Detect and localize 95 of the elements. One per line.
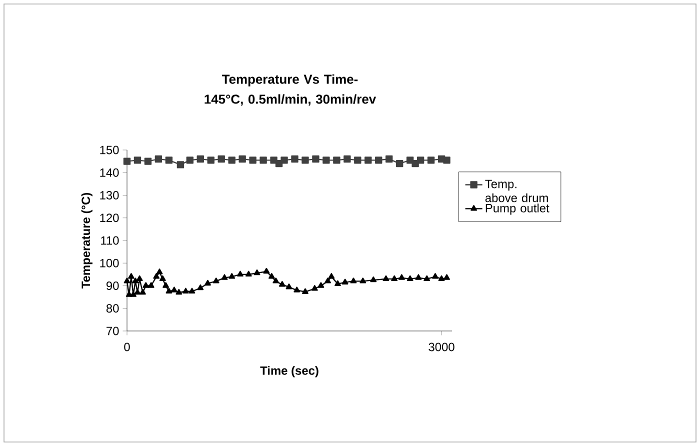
point bbox=[382, 275, 390, 282]
point bbox=[132, 278, 139, 284]
point bbox=[156, 268, 163, 274]
point bbox=[186, 156, 194, 164]
point bbox=[302, 288, 308, 294]
y-tick-label: 80 bbox=[106, 304, 119, 313]
point bbox=[159, 275, 166, 282]
point bbox=[166, 288, 172, 294]
point bbox=[364, 156, 372, 164]
point bbox=[154, 155, 162, 163]
point bbox=[207, 156, 214, 164]
point bbox=[237, 270, 244, 277]
point bbox=[344, 155, 351, 163]
y-tick-label: 150 bbox=[100, 146, 119, 154]
point bbox=[263, 268, 270, 274]
point bbox=[350, 278, 357, 284]
point bbox=[162, 282, 169, 288]
y-tick-label: 120 bbox=[100, 214, 119, 222]
chart-title: Temperature Vs Time- 145°C, 0.5ml/min, 30min/rev bbox=[204, 74, 376, 106]
point bbox=[140, 288, 146, 295]
x-axis-title: Time (sec) bbox=[260, 366, 318, 378]
y-tick-label: 140 bbox=[100, 168, 119, 177]
point bbox=[375, 156, 382, 164]
point bbox=[228, 156, 236, 164]
point bbox=[254, 269, 260, 276]
point bbox=[153, 273, 160, 279]
point bbox=[212, 278, 220, 284]
point bbox=[270, 156, 278, 164]
point bbox=[260, 156, 267, 164]
point bbox=[148, 282, 154, 288]
point bbox=[170, 286, 178, 292]
point bbox=[370, 276, 377, 282]
point bbox=[221, 274, 228, 280]
point bbox=[280, 156, 288, 164]
point bbox=[328, 273, 335, 279]
point bbox=[218, 155, 225, 163]
point bbox=[188, 288, 196, 294]
point bbox=[354, 156, 362, 164]
point bbox=[398, 274, 405, 280]
legend-label: Temp. above drum bbox=[485, 180, 548, 202]
point bbox=[334, 280, 341, 286]
point bbox=[128, 273, 134, 279]
point bbox=[318, 282, 324, 288]
point bbox=[424, 275, 430, 282]
point bbox=[291, 155, 298, 163]
point bbox=[197, 284, 204, 290]
point bbox=[406, 275, 414, 282]
point bbox=[286, 283, 292, 290]
point bbox=[176, 161, 184, 168]
point bbox=[268, 273, 275, 279]
point bbox=[396, 160, 404, 168]
point bbox=[249, 156, 256, 164]
y-tick-label: 110 bbox=[101, 236, 119, 245]
point bbox=[196, 155, 204, 163]
point bbox=[176, 288, 182, 295]
point bbox=[333, 156, 340, 164]
point bbox=[360, 278, 366, 284]
point bbox=[272, 278, 280, 284]
point bbox=[324, 278, 331, 284]
legend-label: Pump outlet bbox=[486, 204, 550, 215]
point bbox=[123, 158, 131, 165]
point bbox=[142, 282, 150, 288]
point bbox=[278, 281, 286, 287]
point bbox=[312, 155, 320, 163]
point bbox=[443, 156, 450, 164]
point bbox=[302, 156, 309, 164]
point bbox=[294, 286, 300, 292]
point bbox=[144, 158, 152, 165]
point bbox=[386, 155, 393, 163]
point bbox=[322, 156, 330, 164]
point bbox=[415, 274, 422, 280]
point bbox=[311, 285, 318, 291]
y-tick-label: 90 bbox=[106, 282, 119, 290]
point bbox=[238, 155, 246, 163]
point bbox=[204, 280, 211, 286]
y-tick-label: 100 bbox=[100, 258, 119, 268]
point bbox=[245, 270, 252, 277]
point bbox=[427, 156, 435, 164]
y-axis-title: Temperature (°C) bbox=[81, 192, 92, 288]
point bbox=[134, 156, 142, 164]
point bbox=[124, 278, 130, 284]
point bbox=[182, 288, 189, 294]
x-tick-label: 0 bbox=[124, 342, 130, 352]
point bbox=[391, 275, 398, 282]
x-tick-label: 3000 bbox=[428, 342, 454, 352]
point bbox=[228, 273, 236, 279]
point bbox=[416, 156, 424, 164]
y-tick-label: 70 bbox=[106, 326, 119, 336]
point bbox=[444, 274, 450, 280]
point bbox=[342, 278, 348, 284]
point bbox=[136, 275, 143, 282]
point bbox=[165, 156, 173, 164]
point bbox=[432, 273, 438, 279]
y-tick-label: 130 bbox=[100, 191, 119, 200]
point bbox=[438, 275, 445, 282]
